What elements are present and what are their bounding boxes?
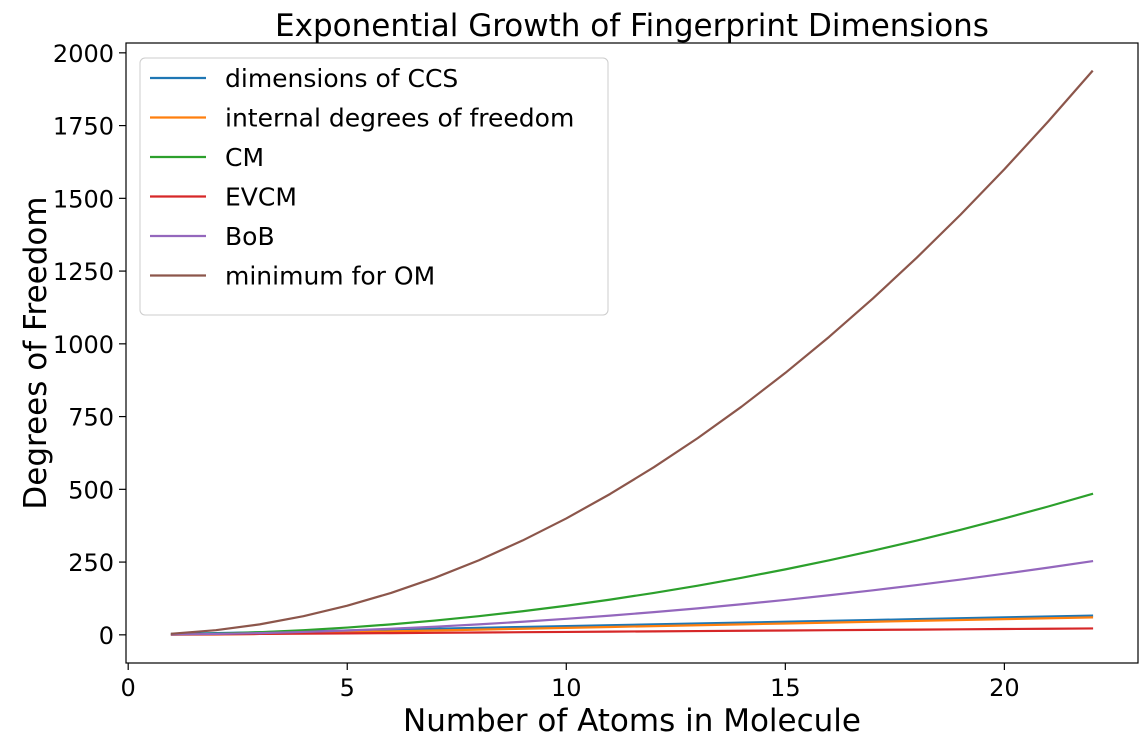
y-tick-label: 1500 <box>53 185 114 213</box>
x-axis-title: Number of Atoms in Molecule <box>403 703 861 739</box>
legend-label-4: BoB <box>225 222 275 251</box>
y-tick-label: 1750 <box>53 113 114 141</box>
y-tick-label: 750 <box>68 404 114 432</box>
x-tick-label: 15 <box>770 674 801 702</box>
plot-lines <box>170 69 1094 636</box>
y-tick-label: 500 <box>68 476 114 504</box>
x-tick-label: 10 <box>551 674 582 702</box>
y-tick-label: 0 <box>99 622 114 650</box>
plot-area-frame <box>125 42 1139 664</box>
series-line-2 <box>170 492 1094 636</box>
legend-box <box>139 57 609 316</box>
legend-label-2: CM <box>225 143 264 172</box>
legend-label-5: minimum for OM <box>225 262 435 291</box>
y-axis-title: Degrees of Freedom <box>18 196 54 509</box>
x-tick-label: 5 <box>340 674 355 702</box>
x-tick-label: 0 <box>121 674 136 702</box>
x-tick-label: 20 <box>989 674 1020 702</box>
series-line-3 <box>170 627 1094 636</box>
legend-label-3: EVCM <box>225 183 297 212</box>
legend: dimensions of CCS internal degrees of fre… <box>139 57 609 316</box>
series-line-4 <box>170 559 1094 636</box>
x-axis: 0 5 10 15 20 <box>121 663 1020 702</box>
y-tick-label: 250 <box>68 549 114 577</box>
legend-label-1: internal degrees of freedom <box>225 104 574 133</box>
legend-label-0: dimensions of CCS <box>225 64 458 93</box>
chart-title: Exponential Growth of Fingerprint Dimens… <box>275 8 989 44</box>
series-line-5 <box>170 69 1094 635</box>
y-tick-label: 1250 <box>53 258 114 286</box>
y-axis: 0 250 500 750 1000 1250 1500 1750 2000 <box>53 40 126 650</box>
y-tick-label: 2000 <box>53 40 114 68</box>
y-tick-label: 1000 <box>53 331 114 359</box>
